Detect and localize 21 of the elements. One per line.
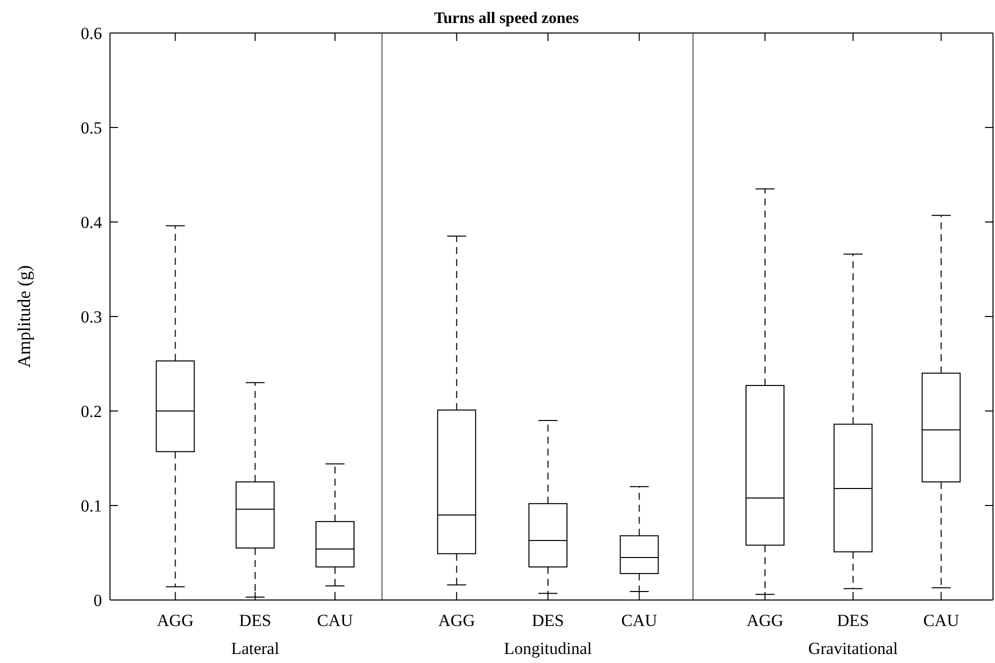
x-tick-label: DES: [532, 611, 564, 630]
x-axis-title: Gravitational: [808, 639, 898, 658]
y-tick-label: 0: [94, 590, 102, 610]
y-tick-label: 0.3: [80, 307, 102, 326]
x-tick-label: DES: [239, 611, 272, 630]
x-tick-label: CAU: [621, 611, 658, 630]
x-axis-title: Lateral: [231, 639, 280, 658]
x-tick-label: AGG: [438, 611, 476, 630]
x-tick-label: AGG: [746, 611, 784, 630]
x-tick-label: DES: [837, 611, 870, 630]
x-tick-label: CAU: [317, 611, 353, 630]
y-tick-label: 0.5: [80, 118, 102, 138]
y-tick-label: 0.4: [80, 212, 102, 232]
y-tick-label: 0.6: [80, 24, 102, 43]
y-tick-label: 0.2: [80, 402, 102, 421]
y-tick-label: 0.1: [80, 496, 102, 516]
x-tick-label: CAU: [923, 611, 960, 630]
x-axis-title: Longitudinal: [504, 639, 592, 658]
x-tick-label: AGG: [156, 611, 194, 630]
y-axis-title: Amplitude (g): [14, 265, 34, 368]
chart-title: Turns all speed zones: [434, 10, 579, 27]
